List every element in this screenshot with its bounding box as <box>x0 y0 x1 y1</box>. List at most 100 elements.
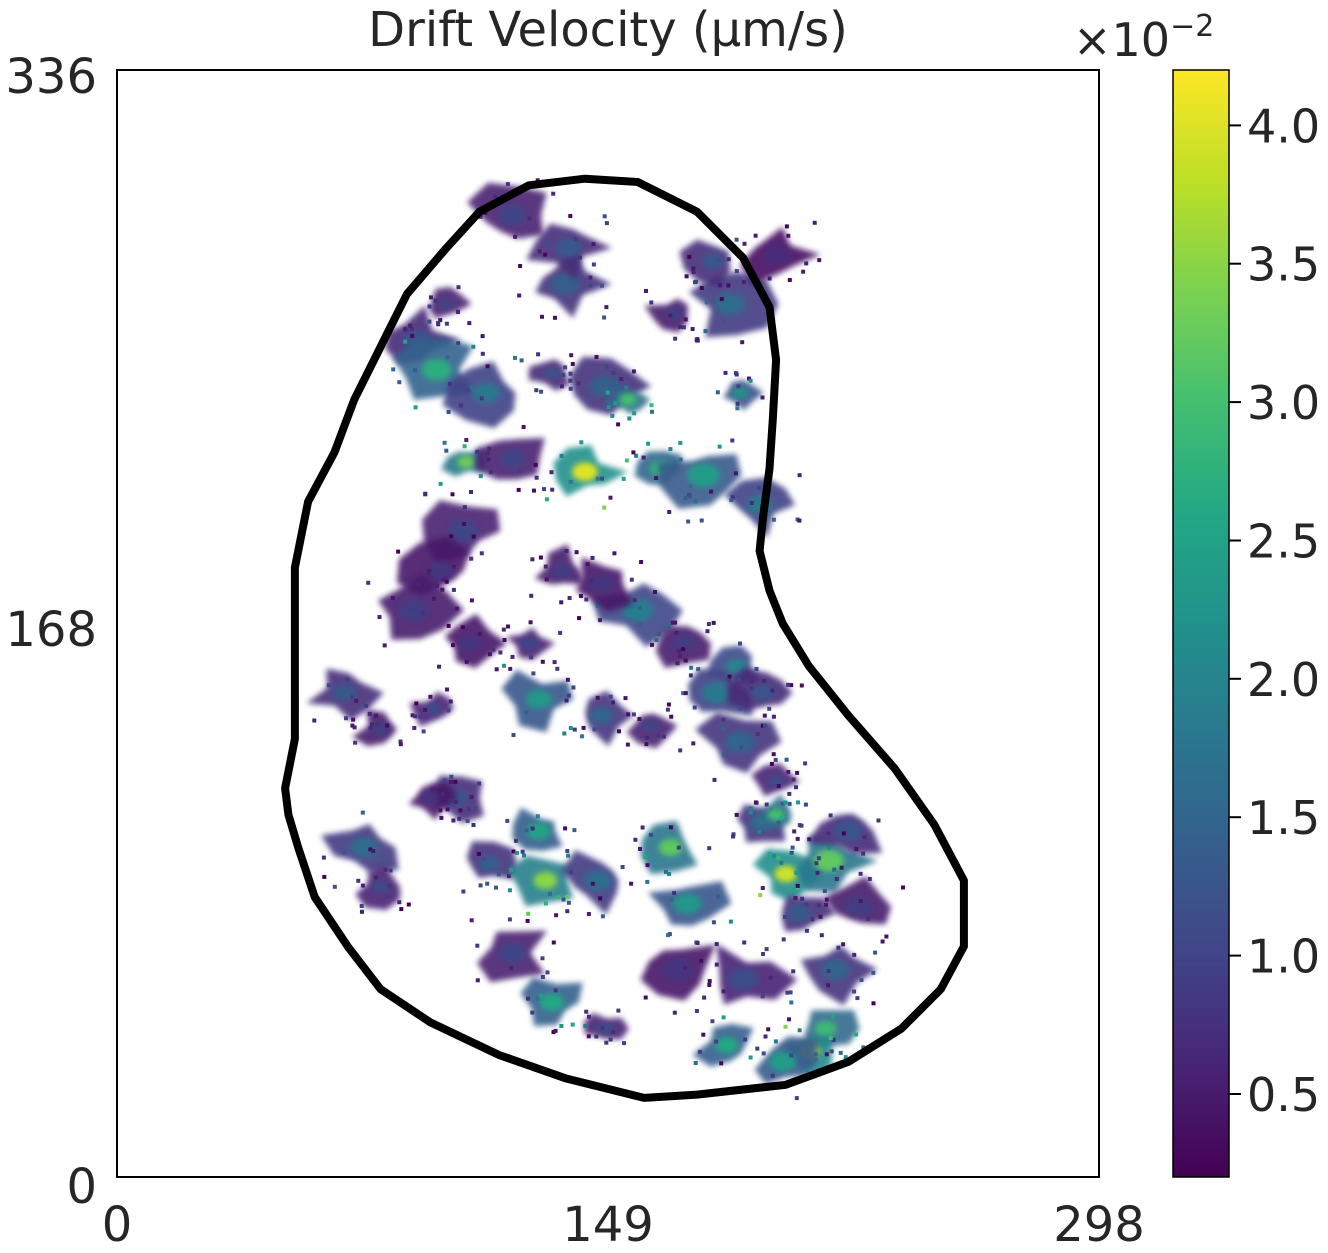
hotspot-speckle-5-9 <box>693 280 697 285</box>
hotspot-speckle-13-1 <box>632 411 637 416</box>
hotspot-speckle-39-5 <box>799 683 804 688</box>
hotspot-speckle-14-8 <box>608 495 613 500</box>
hotspot-speckle-47-3 <box>554 913 559 918</box>
hotspot-speckle-48-1 <box>645 879 650 884</box>
hotspot-speckle-30-7 <box>390 596 395 600</box>
hotspot-speckle-6-0 <box>644 289 648 293</box>
hotspot-speckle-66-4 <box>475 943 480 948</box>
hotspot-speckle-24-0 <box>665 624 670 629</box>
hotspot-core-63 <box>715 1037 738 1054</box>
hotspot-speckle-52-5 <box>776 855 781 860</box>
hotspot-speckle-6-9 <box>673 336 678 341</box>
hotspot-speckle-13-9 <box>610 413 615 418</box>
hotspot-speckle-10-7 <box>469 385 474 390</box>
hotspot-speckle-38-9 <box>760 723 765 728</box>
hotspot-speckle-66-3 <box>540 975 545 979</box>
colorbar-tick-label-6: 3.5 <box>1247 238 1320 292</box>
hotspot-speckle-21-6 <box>479 551 484 556</box>
hotspot-core-36 <box>641 719 660 733</box>
hotspot-speckle-11-5 <box>534 388 539 393</box>
hotspot-speckle-4-2 <box>537 249 542 254</box>
hotspot-speckle-48-9 <box>666 933 671 938</box>
hotspot-speckle-9-4 <box>480 351 485 356</box>
hotspot-speckle-62-6 <box>766 1027 771 1032</box>
hotspot-speckle-43-1 <box>397 900 402 905</box>
hotspot-speckle-59-9 <box>873 950 878 955</box>
hotspot-speckle-10-6 <box>519 358 524 363</box>
hotspot-speckle-16-6 <box>699 518 704 523</box>
hotspot-speckle-64-4 <box>616 1008 621 1013</box>
hotspot-speckle-17-4 <box>464 438 469 442</box>
hotspot-speckle-51-3 <box>795 836 800 841</box>
hotspot-speckle-32-9 <box>398 742 403 747</box>
hotspot-speckle-12-8 <box>594 355 599 359</box>
hotspot-speckle-51-2 <box>748 806 753 811</box>
hotspot-speckle-29-2 <box>506 624 510 629</box>
hotspot-speckle-55-4 <box>781 937 786 942</box>
hotspot-core-64 <box>596 1022 614 1035</box>
hotspot-speckle-19-8 <box>736 384 741 389</box>
hotspot-speckle-38-1 <box>767 706 772 711</box>
hotspot-speckle-6-5 <box>668 313 673 318</box>
hotspot-speckle-5-6 <box>719 297 724 302</box>
hotspot-core-41 <box>421 791 440 805</box>
hotspot-speckle-41-8 <box>453 799 458 804</box>
hotspot-speckle-12-5 <box>570 362 575 366</box>
hotspot-speckle-34-2 <box>572 727 577 732</box>
hotspot-speckle-7-0 <box>734 237 739 242</box>
hotspot-speckle-14-0 <box>602 505 607 510</box>
hotspot-speckle-14-1 <box>600 476 604 481</box>
hotspot-speckle-9-3 <box>413 405 418 410</box>
hotspot-speckle-32-1 <box>350 723 355 728</box>
hotspot-speckle-57-3 <box>643 995 648 1000</box>
hotspot-speckle-58-6 <box>791 969 796 974</box>
hotspot-speckle-20-7 <box>749 501 754 505</box>
hotspot-speckle-33-2 <box>414 701 419 706</box>
hotspot-speckle-16-9 <box>686 519 691 524</box>
hotspot-speckle-47-4 <box>629 881 634 886</box>
hotspot-speckle-17-6 <box>444 448 449 453</box>
hotspot-speckle-62-7 <box>761 1051 766 1056</box>
hotspot-speckle-44-9 <box>494 885 498 890</box>
hotspot-speckle-46-4 <box>566 853 571 858</box>
hotspot-speckle-55-5 <box>783 915 787 919</box>
hotspot-speckle-57-9 <box>695 941 700 945</box>
hotspot-speckle-36-8 <box>678 748 683 753</box>
hotspot-core-3 <box>555 238 582 258</box>
hotspot-speckle-32-6 <box>353 740 358 745</box>
hotspot-speckle-32-8 <box>385 723 390 728</box>
hotspot-speckle-65-9 <box>553 1028 558 1033</box>
hotspot-speckle-19-3 <box>747 376 751 381</box>
colorbar-multiplier-base: ×10 <box>1073 13 1170 67</box>
hotspot-speckle-33-3 <box>418 714 423 719</box>
hotspot-speckle-24-4 <box>653 590 657 594</box>
hotspot-speckle-35-8 <box>608 694 613 699</box>
hotspot-speckle-46-3 <box>509 867 514 872</box>
hotspot-speckle-13-4 <box>649 403 654 408</box>
colorbar-multiplier: ×10−2 <box>1073 9 1214 67</box>
hotspot-speckle-58-4 <box>768 975 773 980</box>
hotspot-speckle-45-3 <box>524 828 529 833</box>
hotspot-speckle-56-0 <box>818 914 823 919</box>
hotspot-speckle-41-9 <box>430 787 435 792</box>
hotspot-speckle-19-4 <box>734 372 739 377</box>
hotspot-speckle-1-4 <box>427 319 432 324</box>
hotspot-speckle-45-7 <box>530 826 535 831</box>
hotspot-speckle-44-1 <box>482 857 487 861</box>
hotspot-core-27 <box>519 636 539 650</box>
hotspot-speckle-3-4 <box>602 214 607 219</box>
hotspot-speckle-15-2 <box>654 476 659 480</box>
hotspot-speckle-40-8 <box>449 774 454 779</box>
hotspot-speckle-47-1 <box>620 865 625 869</box>
hotspot-core-35 <box>589 707 614 725</box>
hotspot-speckle-5-2 <box>740 340 745 345</box>
hotspot-speckle-8-8 <box>812 220 817 225</box>
hotspot-speckle-25-4 <box>598 618 602 623</box>
hotspot-speckle-40-6 <box>471 823 476 827</box>
hotspot-speckle-49-7 <box>638 847 642 851</box>
hotspot-speckle-36-7 <box>665 707 670 712</box>
hotspot-speckle-47-7 <box>569 870 573 875</box>
hotspot-speckle-58-7 <box>761 952 765 956</box>
hotspot-speckle-44-6 <box>511 849 516 854</box>
hotspot-speckle-56-7 <box>867 877 872 881</box>
